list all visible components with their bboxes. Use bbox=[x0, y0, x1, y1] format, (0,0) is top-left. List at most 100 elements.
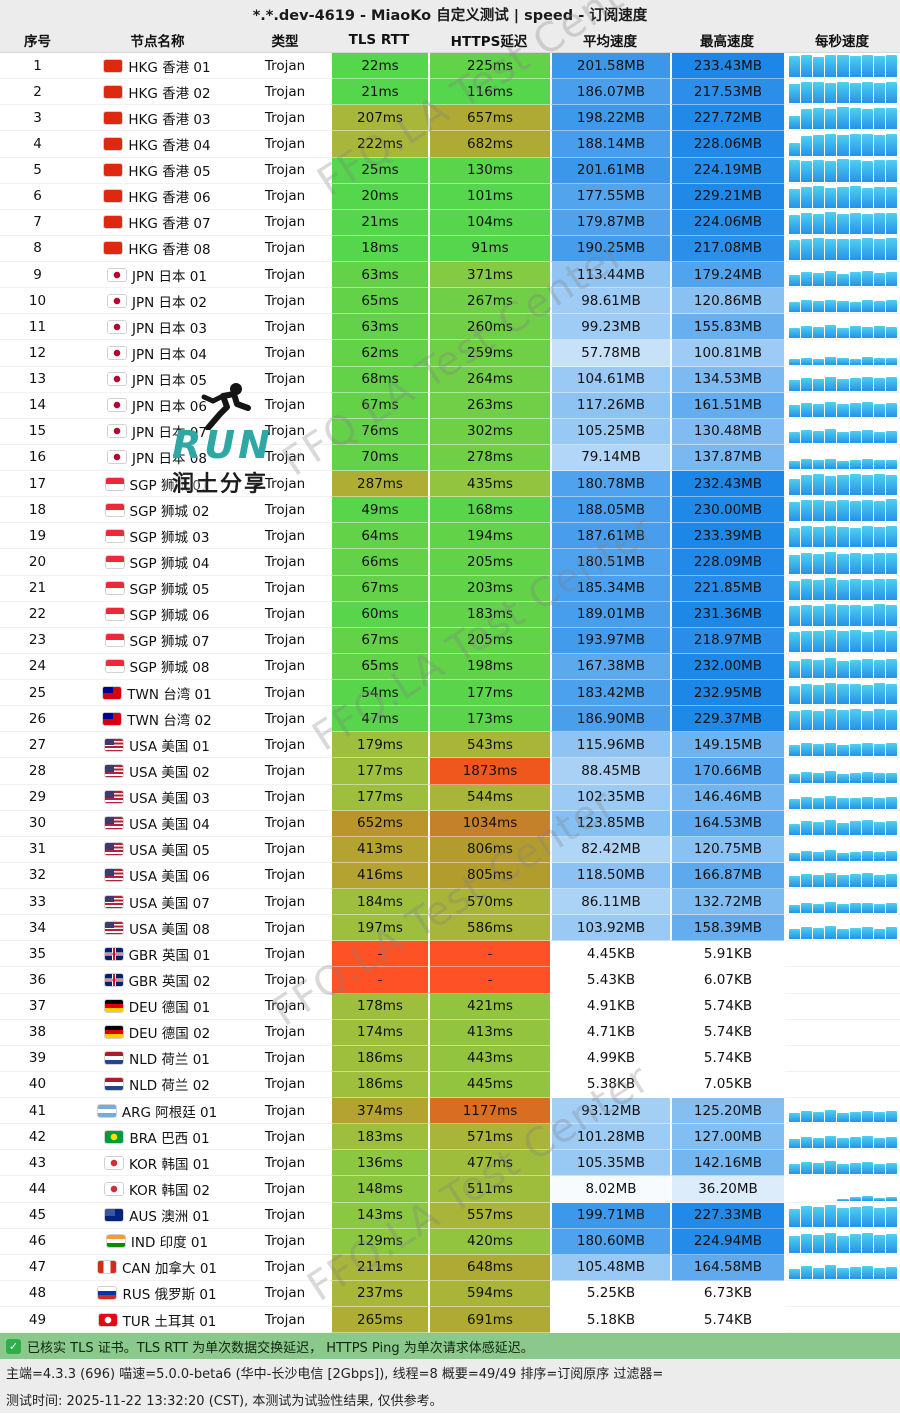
row-index: 26 bbox=[0, 706, 75, 733]
per-second-speed-chart bbox=[784, 53, 900, 80]
https-latency-cell: 101ms bbox=[428, 183, 550, 210]
speed-bar bbox=[885, 159, 897, 182]
node-type: Trojan bbox=[240, 1046, 330, 1072]
tls-rtt-cell: 70ms bbox=[330, 444, 428, 471]
node-type: Trojan bbox=[240, 210, 330, 236]
speed-bar bbox=[849, 459, 861, 469]
speed-bar bbox=[885, 213, 897, 234]
sg-flag-icon bbox=[105, 529, 124, 542]
avg-speed-cell: 187.61MB bbox=[550, 523, 670, 550]
table-row: 46 IND 印度 01 Trojan 129ms 420ms 180.60MB 224.9… bbox=[0, 1228, 900, 1255]
https-latency-cell: 421ms bbox=[428, 993, 550, 1020]
per-second-speed-chart bbox=[784, 1098, 900, 1125]
speed-bar bbox=[849, 326, 861, 339]
table-row: 45 AUS 澳洲 01 Trojan 143ms 557ms 199.71MB 227.3… bbox=[0, 1202, 900, 1229]
speed-bar bbox=[873, 874, 885, 887]
max-speed-cell: 227.72MB bbox=[670, 105, 784, 132]
per-second-speed-chart bbox=[784, 131, 900, 158]
tls-rtt-cell: 49ms bbox=[330, 497, 428, 524]
table-row: 37 DEU 德国 01 Trojan 178ms 421ms 4.91KB 5.74KB bbox=[0, 993, 900, 1020]
https-latency-cell: 420ms bbox=[428, 1228, 550, 1255]
speed-bar bbox=[873, 744, 885, 757]
node-name-label: HKG 香港 05 bbox=[128, 164, 211, 181]
avg-speed-cell: 179.87MB bbox=[550, 209, 670, 236]
max-speed-cell: 125.20MB bbox=[670, 1098, 784, 1125]
node-type: Trojan bbox=[240, 863, 330, 889]
node-type: Trojan bbox=[240, 1229, 330, 1255]
speed-bar bbox=[849, 134, 861, 156]
speed-bar bbox=[861, 377, 873, 391]
node-name-label: HKG 香港 04 bbox=[128, 137, 211, 154]
speed-bar bbox=[861, 108, 873, 130]
speed-bar bbox=[861, 160, 873, 182]
speed-bar bbox=[885, 903, 897, 914]
avg-speed-cell: 193.97MB bbox=[550, 627, 670, 654]
row-index: 27 bbox=[0, 732, 75, 759]
per-second-speed-chart bbox=[784, 366, 900, 393]
speed-bar bbox=[813, 798, 825, 809]
node-name-label: USA 美国 08 bbox=[129, 921, 210, 938]
node-type: Trojan bbox=[240, 1150, 330, 1177]
table-row: 16 JPN 日本 08 Trojan 70ms 278ms 79.14MB 137.87M… bbox=[0, 444, 900, 471]
speed-bar bbox=[873, 773, 885, 783]
node-name-label: GBR 英国 01 bbox=[128, 947, 211, 964]
avg-speed-cell: 190.25MB bbox=[550, 235, 670, 262]
speed-bar bbox=[885, 499, 897, 522]
speed-bar bbox=[837, 710, 849, 731]
node-name-label: SGP 狮城 06 bbox=[129, 608, 210, 625]
node-name: JPN 日本 06 bbox=[75, 393, 240, 419]
speed-bar bbox=[861, 1233, 873, 1253]
speed-bar bbox=[825, 604, 837, 626]
speed-bar bbox=[825, 1161, 837, 1175]
tls-rtt-cell: 177ms bbox=[330, 758, 428, 785]
speed-bar bbox=[873, 1163, 885, 1175]
table-row: 32 USA 美国 06 Trojan 416ms 805ms 118.50MB 166.8… bbox=[0, 862, 900, 889]
tls-rtt-cell: 68ms bbox=[330, 366, 428, 393]
max-speed-cell: 158.39MB bbox=[670, 915, 784, 942]
table-row: 21 SGP 狮城 05 Trojan 67ms 203ms 185.34MB 221.85… bbox=[0, 575, 900, 602]
per-second-speed-chart bbox=[784, 79, 900, 106]
per-second-speed-chart bbox=[784, 575, 900, 602]
row-index: 14 bbox=[0, 393, 75, 419]
https-latency-cell: 571ms bbox=[428, 1124, 550, 1151]
speed-bar bbox=[849, 527, 861, 548]
speed-bar bbox=[873, 474, 885, 496]
speed-bar bbox=[861, 1161, 873, 1175]
avg-speed-cell: 104.61MB bbox=[550, 366, 670, 393]
table-row: 28 USA 美国 02 Trojan 177ms 1873ms 88.45MB 170.6… bbox=[0, 758, 900, 785]
speed-bar bbox=[813, 186, 825, 208]
speed-bar bbox=[825, 188, 837, 208]
node-type: Trojan bbox=[240, 1176, 330, 1203]
speed-bar bbox=[873, 186, 885, 208]
speed-bar bbox=[861, 710, 873, 731]
node-type: Trojan bbox=[240, 915, 330, 942]
row-index: 49 bbox=[0, 1307, 75, 1334]
speed-bar bbox=[837, 186, 849, 208]
https-latency-cell: 302ms bbox=[428, 418, 550, 445]
speed-bar bbox=[789, 501, 801, 522]
tls-rtt-cell: 63ms bbox=[330, 314, 428, 341]
table-row: 26 TWN 台湾 02 Trojan 47ms 173ms 186.90MB 229.37… bbox=[0, 706, 900, 733]
speed-bar bbox=[885, 238, 897, 260]
speed-bar bbox=[837, 379, 849, 391]
speed-bar bbox=[873, 604, 885, 626]
speed-bar bbox=[813, 874, 825, 887]
hk-flag-icon bbox=[104, 164, 123, 177]
node-name: SGP 狮城 08 bbox=[75, 654, 240, 680]
row-index: 34 bbox=[0, 915, 75, 942]
column-header-tls-rtt: TLS RTT bbox=[348, 32, 410, 48]
max-speed-cell: 36.20MB bbox=[670, 1176, 784, 1203]
node-name: SGP 狮城 03 bbox=[75, 523, 240, 550]
speed-bar bbox=[801, 1162, 813, 1175]
us-flag-icon bbox=[105, 869, 124, 882]
speed-bar bbox=[873, 82, 885, 104]
table-row: 22 SGP 狮城 06 Trojan 60ms 183ms 189.01MB 231.36… bbox=[0, 601, 900, 628]
speed-bar bbox=[885, 709, 897, 731]
speed-bar bbox=[801, 430, 813, 443]
speed-bar bbox=[849, 377, 861, 391]
speed-bar bbox=[813, 1234, 825, 1253]
table-row: 8 HKG 香港 08 Trojan 18ms 91ms 190.25MB 217.08MB bbox=[0, 235, 900, 262]
speed-bar bbox=[849, 301, 861, 313]
speed-bar bbox=[825, 902, 837, 914]
node-type: Trojan bbox=[240, 602, 330, 628]
